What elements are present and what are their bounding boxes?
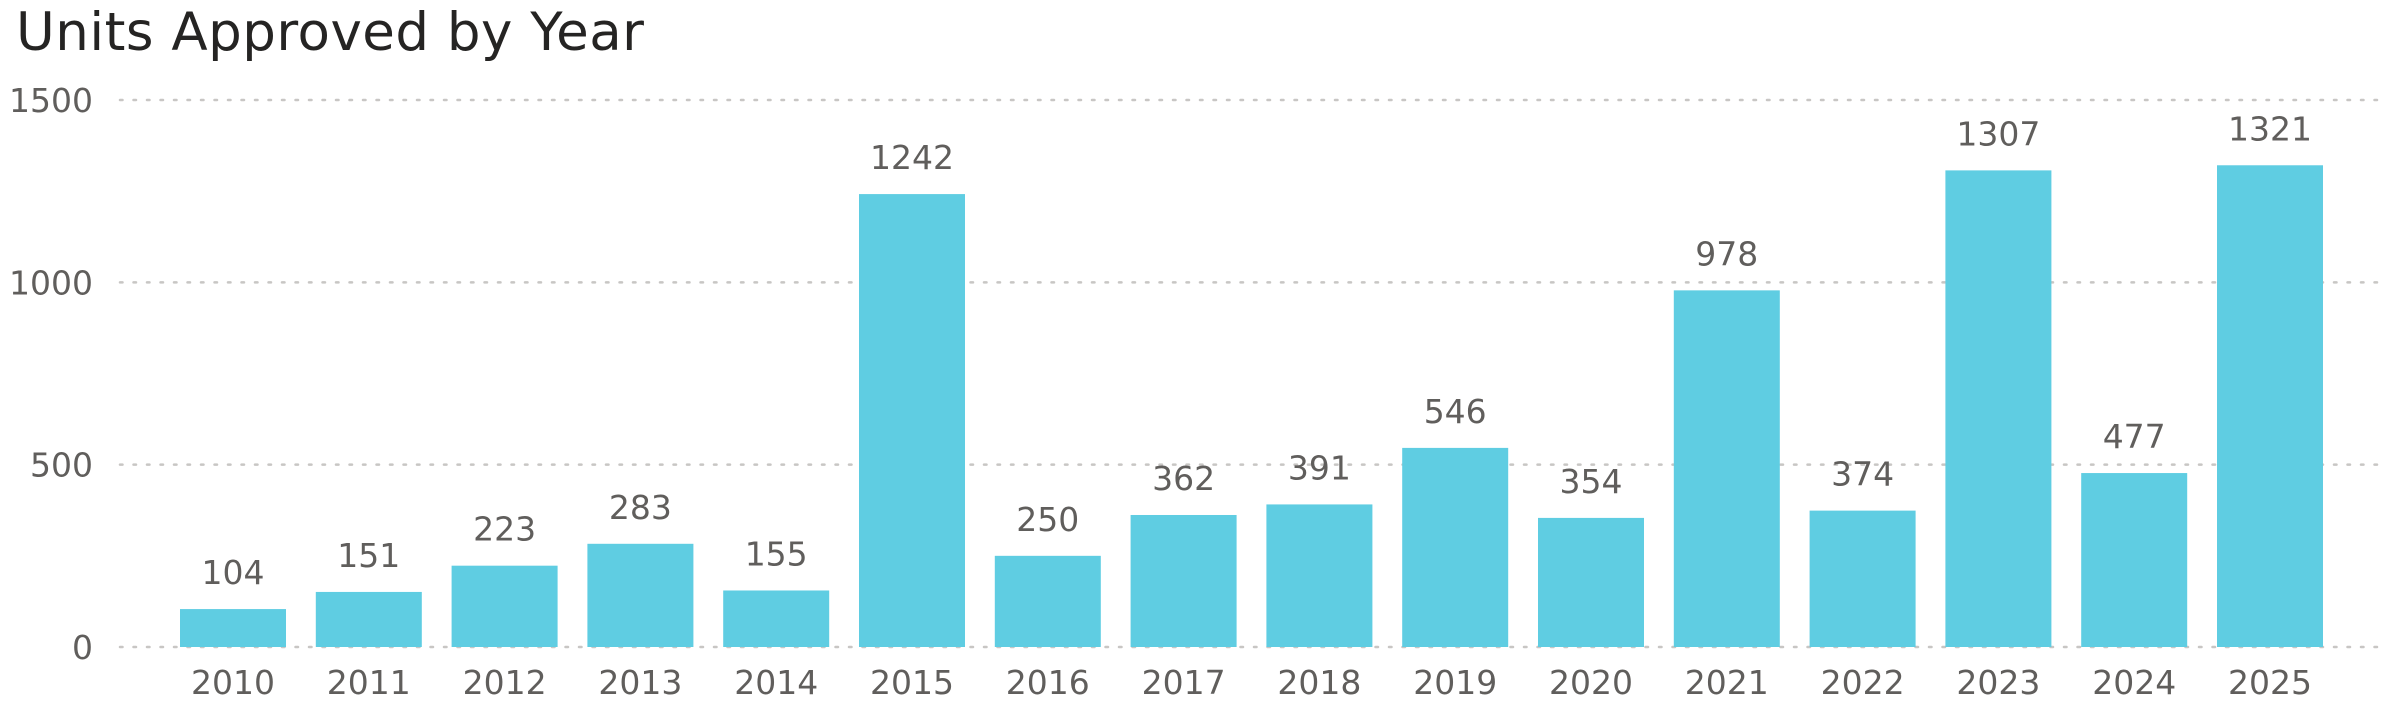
x-axis: 2010 2011 2012 2013 2014 2015 2016 2017 2018 2019… — [191, 663, 2312, 702]
x-tick-label: 2021 — [1685, 663, 1769, 702]
data-label: 362 — [1152, 459, 1215, 498]
x-tick-label: 2016 — [1006, 663, 1090, 702]
y-tick-label: 1500 — [9, 81, 93, 120]
data-label: 1307 — [1956, 114, 2040, 153]
y-axis: 0 500 1000 1500 — [9, 81, 93, 667]
x-tick-label: 2012 — [463, 663, 547, 702]
x-tick-label: 2014 — [734, 663, 818, 702]
data-label: 155 — [745, 534, 808, 573]
x-tick-label: 2019 — [1413, 663, 1497, 702]
x-tick-label: 2025 — [2228, 663, 2312, 702]
y-tick-label: 1000 — [9, 263, 93, 302]
data-label: 391 — [1288, 448, 1351, 487]
bar[interactable] — [451, 565, 558, 647]
bar[interactable] — [1130, 514, 1237, 647]
bar[interactable] — [859, 194, 965, 648]
bars — [180, 165, 2323, 648]
bar[interactable] — [1809, 510, 1916, 647]
y-tick-label: 0 — [72, 628, 93, 667]
bar[interactable] — [994, 555, 1101, 647]
x-tick-label: 2013 — [598, 663, 682, 702]
bar[interactable] — [315, 591, 422, 647]
data-label: 1242 — [870, 138, 954, 177]
bar[interactable] — [1266, 504, 1373, 647]
bar[interactable] — [1538, 517, 1644, 647]
data-label: 104 — [202, 553, 265, 592]
x-tick-label: 2018 — [1277, 663, 1361, 702]
data-labels: 104 151 223 283 155 1242 250 362 391 546 354 978 374… — [202, 109, 2312, 592]
data-label: 151 — [337, 536, 400, 575]
bar[interactable] — [587, 543, 694, 647]
chart-title: Units Approved by Year — [16, 2, 645, 63]
x-tick-label: 2024 — [2092, 663, 2176, 702]
bar[interactable] — [1945, 170, 2052, 647]
data-label: 546 — [1424, 392, 1487, 431]
y-tick-label: 500 — [30, 446, 93, 485]
x-tick-label: 2017 — [1142, 663, 1226, 702]
bar[interactable] — [2217, 165, 2323, 647]
data-label: 354 — [1560, 462, 1623, 501]
data-label: 1321 — [2228, 109, 2312, 148]
data-label: 477 — [2103, 417, 2166, 456]
bar[interactable] — [2081, 473, 2188, 647]
data-label: 223 — [473, 510, 536, 549]
data-label: 374 — [1831, 455, 1894, 494]
bar[interactable] — [1673, 290, 1780, 647]
data-label: 978 — [1695, 234, 1758, 273]
x-tick-label: 2011 — [327, 663, 411, 702]
x-tick-label: 2022 — [1821, 663, 1905, 702]
x-tick-label: 2015 — [870, 663, 954, 702]
bar[interactable] — [1402, 447, 1509, 647]
x-tick-label: 2020 — [1549, 663, 1633, 702]
data-label: 250 — [1016, 500, 1079, 539]
bar[interactable] — [723, 590, 830, 647]
x-tick-label: 2023 — [1956, 663, 2040, 702]
data-label: 283 — [609, 488, 672, 527]
bar[interactable] — [180, 609, 286, 647]
x-tick-label: 2010 — [191, 663, 275, 702]
